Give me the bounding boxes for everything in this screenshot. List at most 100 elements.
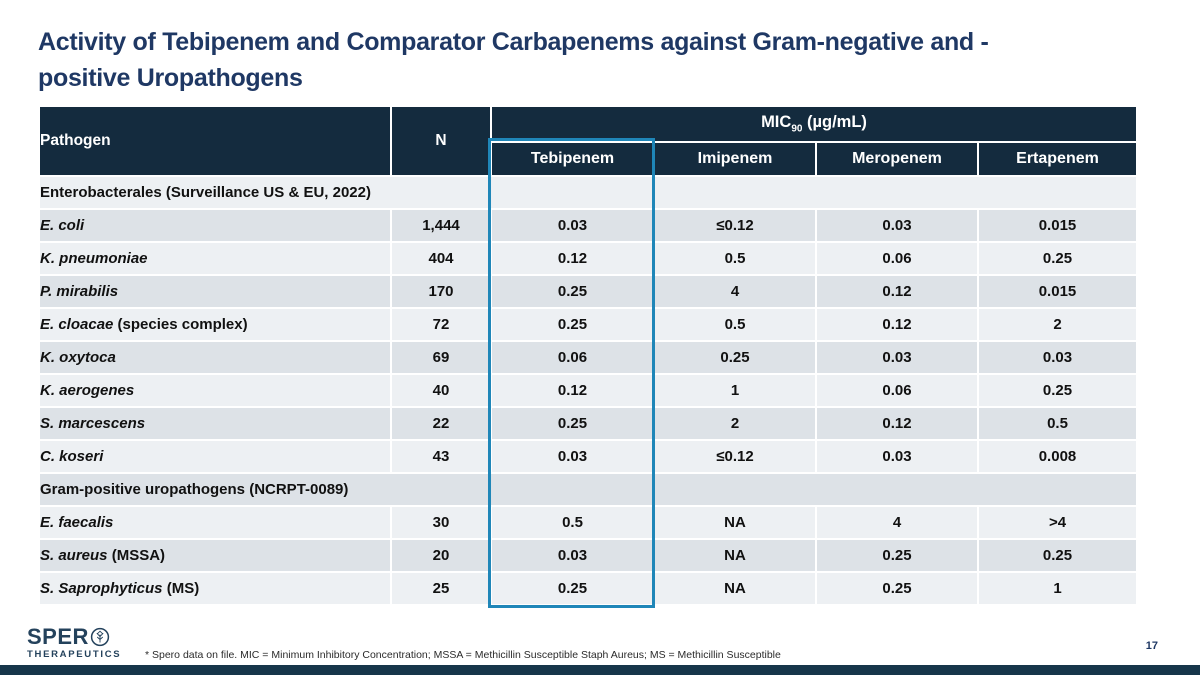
mic-value-imipenem: NA	[653, 505, 817, 540]
pathogen-name: S. aureus	[40, 547, 108, 564]
section-label: Gram-positive uropathogens (NCRPT-0089)	[38, 472, 1138, 507]
table-row: C. koseri 43 0.03 ≤0.12 0.03 0.008	[38, 439, 1138, 474]
bottom-accent-bar	[0, 665, 1200, 675]
table-row: K. pneumoniae 404 0.12 0.5 0.06 0.25	[38, 241, 1138, 276]
pathogen-cell: C. koseri	[38, 439, 392, 474]
footnote: * Spero data on file. MIC = Minimum Inhi…	[145, 649, 781, 661]
mic-value-imipenem: 1	[653, 373, 817, 408]
mic-value-imipenem: 4	[653, 274, 817, 309]
table-row: E. coli 1,444 0.03 ≤0.12 0.03 0.015	[38, 208, 1138, 243]
pathogen-suffix: (MS)	[162, 580, 200, 597]
mic-value-tebipenem: 0.5	[490, 505, 655, 540]
section-row: Gram-positive uropathogens (NCRPT-0089)	[38, 472, 1138, 507]
section-label: Enterobacterales (Surveillance US & EU, …	[38, 175, 1138, 210]
mic-value-tebipenem: 0.25	[490, 307, 655, 342]
mic-value-imipenem: ≤0.12	[653, 439, 817, 474]
mic-value-ertapenem: 1	[977, 571, 1138, 606]
n-cell: 72	[390, 307, 492, 342]
col-header-pathogen: Pathogen	[38, 105, 392, 177]
mic-value-ertapenem: 0.25	[977, 538, 1138, 573]
table-row: P. mirabilis 170 0.25 4 0.12 0.015	[38, 274, 1138, 309]
mic-value-ertapenem: 0.03	[977, 340, 1138, 375]
mic-value-imipenem: 0.5	[653, 307, 817, 342]
table-row: E. cloacae (species complex) 72 0.25 0.5 0.1…	[38, 307, 1138, 342]
table-row: S. aureus (MSSA) 20 0.03 NA 0.25 0.25	[38, 538, 1138, 573]
mic-value-tebipenem: 0.25	[490, 406, 655, 441]
section-row: Enterobacterales (Surveillance US & EU, …	[38, 175, 1138, 210]
mic-value-ertapenem: 0.5	[977, 406, 1138, 441]
title-line-2: positive Uropathogens	[38, 64, 303, 92]
n-cell: 40	[390, 373, 492, 408]
page-number: 17	[1145, 640, 1158, 652]
pathogen-name: E. faecalis	[40, 514, 114, 531]
mic-value-tebipenem: 0.25	[490, 274, 655, 309]
n-cell: 69	[390, 340, 492, 375]
title-line-1: Activity of Tebipenem and Comparator Car…	[38, 28, 989, 56]
pathogen-cell: S. aureus (MSSA)	[38, 538, 392, 573]
pathogen-name: P. mirabilis	[40, 283, 119, 300]
col-header-meropenem: Meropenem	[815, 141, 979, 177]
col-header-mic-group: MIC90 (µg/mL)	[490, 105, 1138, 143]
pathogen-name: K. pneumoniae	[40, 250, 148, 267]
pathogen-cell: P. mirabilis	[38, 274, 392, 309]
page-title: Activity of Tebipenem and Comparator Car…	[38, 24, 1178, 96]
mic-value-tebipenem: 0.03	[490, 208, 655, 243]
pathogen-cell: E. faecalis	[38, 505, 392, 540]
mic-value-tebipenem: 0.25	[490, 571, 655, 606]
mic-value-imipenem: ≤0.12	[653, 208, 817, 243]
mic-value-meropenem: 0.06	[815, 241, 979, 276]
mic-value-tebipenem: 0.06	[490, 340, 655, 375]
mic-value-meropenem: 0.03	[815, 439, 979, 474]
spero-logo-wordmark: SPER	[27, 626, 121, 648]
pathogen-cell: S. marcescens	[38, 406, 392, 441]
pathogen-suffix: (species complex)	[113, 316, 248, 333]
mic-value-ertapenem: 0.015	[977, 274, 1138, 309]
mic-value-meropenem: 0.03	[815, 340, 979, 375]
n-cell: 170	[390, 274, 492, 309]
mic-value-meropenem: 4	[815, 505, 979, 540]
pathogen-name: C. koseri	[40, 448, 104, 465]
pathogen-cell: E. coli	[38, 208, 392, 243]
mic-value-tebipenem: 0.03	[490, 439, 655, 474]
pathogen-name: S. marcescens	[40, 415, 146, 432]
col-header-ertapenem: Ertapenem	[977, 141, 1138, 177]
mic-value-ertapenem: 0.25	[977, 241, 1138, 276]
pathogen-name: K. oxytoca	[40, 349, 116, 366]
table-row: K. aerogenes 40 0.12 1 0.06 0.25	[38, 373, 1138, 408]
mic-value-tebipenem: 0.03	[490, 538, 655, 573]
mic-label: MIC	[761, 113, 792, 132]
n-cell: 25	[390, 571, 492, 606]
spero-logo-subtext: THERAPEUTICS	[27, 649, 122, 660]
n-cell: 404	[390, 241, 492, 276]
mic-value-meropenem: 0.12	[815, 307, 979, 342]
spero-logo: SPER THERAPEUTICS	[27, 626, 121, 660]
mic-value-ertapenem: 0.015	[977, 208, 1138, 243]
mic-value-meropenem: 0.03	[815, 208, 979, 243]
table-row: S. Saprophyticus (MS) 25 0.25 NA 0.25 1	[38, 571, 1138, 606]
mic-value-imipenem: 2	[653, 406, 817, 441]
n-cell: 22	[390, 406, 492, 441]
spero-logo-text: SPER	[27, 624, 89, 649]
spero-tree-circle-icon	[89, 627, 110, 647]
pathogen-cell: K. oxytoca	[38, 340, 392, 375]
pathogen-cell: E. cloacae (species complex)	[38, 307, 392, 342]
n-cell: 30	[390, 505, 492, 540]
n-cell: 43	[390, 439, 492, 474]
col-header-imipenem: Imipenem	[653, 141, 817, 177]
table-row: K. oxytoca 69 0.06 0.25 0.03 0.03	[38, 340, 1138, 375]
pathogen-cell: S. Saprophyticus (MS)	[38, 571, 392, 606]
pathogen-name: E. coli	[40, 217, 85, 234]
mic-value-imipenem: 0.5	[653, 241, 817, 276]
mic-table: Pathogen N MIC90 (µg/mL) Tebipenem Imipe…	[38, 105, 1138, 608]
pathogen-name: K. aerogenes	[40, 382, 135, 399]
mic-value-ertapenem: >4	[977, 505, 1138, 540]
mic-value-imipenem: 0.25	[653, 340, 817, 375]
mic-value-imipenem: NA	[653, 571, 817, 606]
table-header: Pathogen N MIC90 (µg/mL) Tebipenem Imipe…	[38, 105, 1138, 177]
pathogen-cell: K. aerogenes	[38, 373, 392, 408]
mic-value-meropenem: 0.25	[815, 571, 979, 606]
mic-value-ertapenem: 0.008	[977, 439, 1138, 474]
pathogen-cell: K. pneumoniae	[38, 241, 392, 276]
mic-value-tebipenem: 0.12	[490, 373, 655, 408]
